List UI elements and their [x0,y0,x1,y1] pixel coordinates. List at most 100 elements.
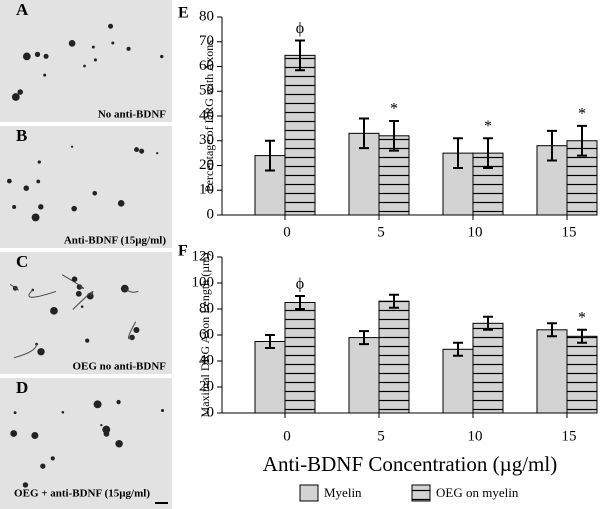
bar [472,322,504,414]
cell [117,200,125,207]
y-tick-label: 120 [192,248,215,264]
cell [133,326,140,334]
cell [37,348,45,356]
cell [139,148,145,154]
y-tick-label: 10 [199,182,214,198]
cell [22,52,31,61]
cell [31,213,40,222]
x-tick-label: 0 [283,224,291,240]
cell [43,73,47,77]
cell [68,39,76,47]
error-bar [453,137,463,169]
axon [128,321,137,340]
cell [116,399,121,405]
annotation: * [390,101,398,118]
cell [134,147,140,153]
bar [378,300,410,414]
panel-label: A [16,0,29,19]
y-tick-label: 50 [199,83,214,99]
bar [566,335,598,414]
cell [108,23,114,29]
bar [536,329,568,414]
cell [43,53,49,59]
error-bar [295,295,305,310]
panel-label: C [16,252,28,271]
cell [61,410,65,414]
bar [284,302,316,414]
annotation: ϕ [296,276,304,293]
bar [348,337,380,414]
cell [80,305,84,308]
x-tick-label: 15 [562,428,577,444]
error-bar [453,341,463,357]
y-tick-label: 60 [199,58,214,74]
cell [100,424,103,427]
y-tick-label: 40 [199,352,214,368]
cell [102,425,111,434]
micrograph [0,252,172,374]
legend-label: Myelin [324,485,362,500]
panel-caption: Anti-BDNF (15µg/ml) [64,235,167,247]
cell [160,408,165,413]
error-bar [547,129,557,162]
cell [31,431,39,440]
error-bar [577,124,587,157]
y-tick-label: 70 [199,33,214,49]
x-tick-label: 15 [562,224,577,240]
axon [61,274,84,289]
y-tick-label: 80 [199,8,214,24]
error-bar [265,334,275,349]
cell [160,54,164,59]
cell [34,51,41,58]
cell [71,276,78,282]
axon [124,288,139,293]
legend-swatch [299,484,319,502]
cell [111,41,115,45]
error-bar [483,137,493,169]
cell [23,185,30,191]
x-axis-label: Anti-BDNF Concentration (µg/ml) [263,452,557,476]
cell [6,178,12,184]
annotation: ϕ [296,20,304,37]
cell [40,463,46,469]
axon [28,289,57,298]
cell [10,430,18,437]
panel-caption: No anti-BDNF [98,109,166,121]
cell [50,456,55,461]
y-tick-label: 0 [207,404,215,420]
error-bar [577,328,587,344]
error-bar [265,139,275,172]
cell [13,411,17,415]
y-tick-label: 20 [199,378,214,394]
x-tick-label: 5 [377,428,385,444]
y-tick-label: 60 [199,326,214,342]
annotation: * [484,118,492,135]
cell [37,160,41,164]
axon [72,291,94,310]
annotation: * [578,106,586,123]
cell [92,191,98,196]
panel-caption: OEG + anti-BDNF (15µg/ml) [14,488,150,500]
y-tick-label: 20 [199,157,214,173]
y-tick-label: 100 [192,274,215,290]
y-tick-label: 80 [199,300,214,316]
micrograph [0,378,172,509]
panel-label: B [16,126,27,145]
y-tick-label: 30 [199,132,214,148]
cell [22,482,29,488]
error-bar [295,39,305,72]
error-bar [389,119,399,152]
legend-label: OEG on myelin [436,485,519,500]
y-axis-label: Percentage of DRG with Axons [202,40,216,192]
micrograph [0,0,172,122]
cell [93,400,102,409]
error-bar [483,315,493,331]
x-tick-label: 0 [283,428,291,444]
bar [284,54,316,216]
y-axis-label: Maximal DRG Axon Length (µm) [198,253,212,418]
cell [93,58,97,62]
axon [9,284,19,291]
cell [17,89,24,95]
panel-label: D [16,378,28,397]
